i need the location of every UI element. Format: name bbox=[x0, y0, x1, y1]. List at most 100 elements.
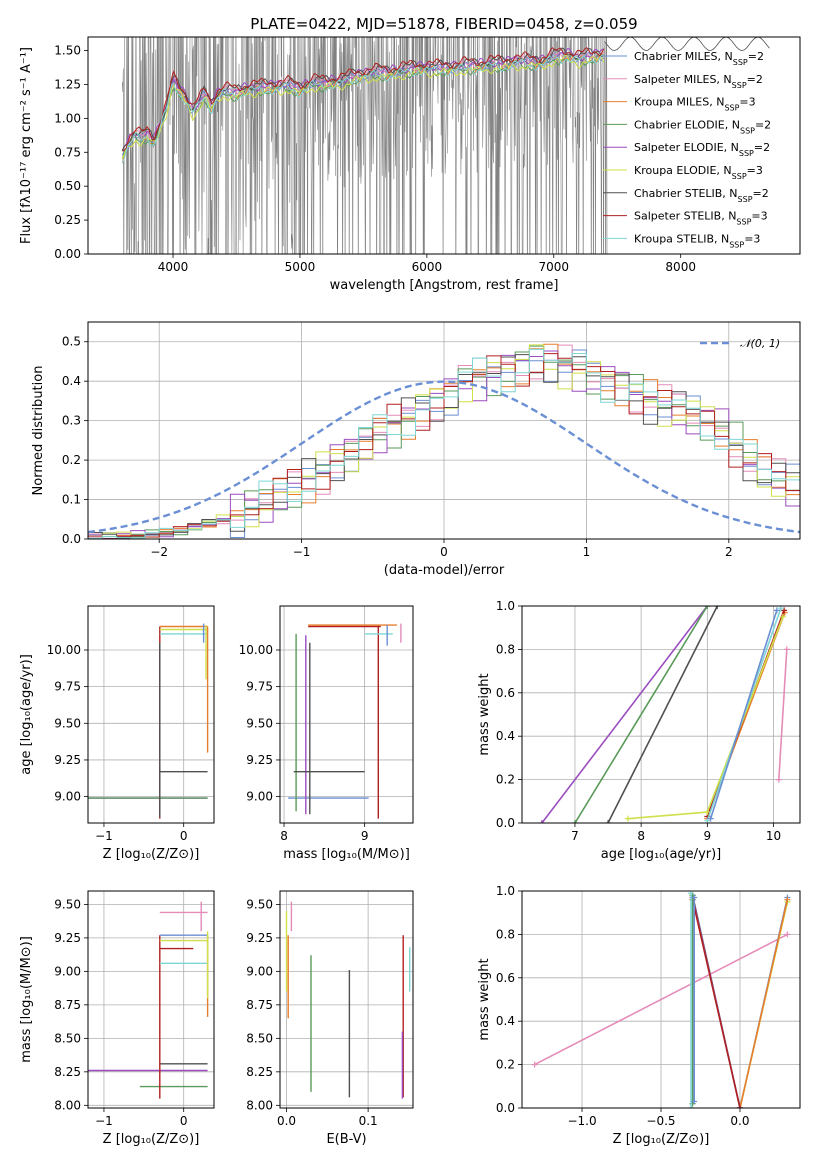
cumulative-weight-line bbox=[709, 610, 778, 819]
x-axis-label: mass [log₁₀(M/M⊙)] bbox=[283, 847, 410, 862]
axes: −1.0 −0.5 0.0 0.0 0.2 0.4 0.6 0.8 1.0 Z [log₁₀(Z/… bbox=[477, 884, 801, 1147]
y-tick-label: 0.25 bbox=[54, 213, 81, 227]
y-tick-label: 0.50 bbox=[54, 179, 81, 193]
y-tick-label: 8.50 bbox=[246, 1031, 273, 1045]
spectrum-panel: 4000 5000 6000 7000 8000 0.00 0.25 0.50 0.75 1.00… bbox=[19, 15, 801, 293]
legend-entry: Kroupa MILES, NSSP=3 bbox=[634, 96, 756, 113]
x-tick-label: 1 bbox=[583, 545, 591, 559]
legend-entry: Salpeter MILES, NSSP=2 bbox=[634, 73, 763, 90]
x-tick-label: −0.5 bbox=[646, 1114, 675, 1128]
residual-histogram bbox=[88, 348, 800, 539]
weight-marker bbox=[784, 896, 791, 903]
x-tick-label: 8000 bbox=[665, 260, 696, 274]
axes-frame bbox=[87, 605, 215, 824]
cumulative-weight-line bbox=[778, 649, 788, 780]
x-tick-label: 0.1 bbox=[359, 1114, 378, 1128]
weight-marker bbox=[688, 1105, 695, 1108]
y-tick-label: 0.1 bbox=[62, 493, 81, 507]
x-axis-label: Z [log₁₀(Z/Z⊙)] bbox=[103, 847, 200, 862]
grid bbox=[522, 891, 800, 1108]
legend-entry: Kroupa ELODIE, NSSP=3 bbox=[634, 164, 763, 181]
weight-marker bbox=[736, 1105, 743, 1108]
y-tick-label: 0.2 bbox=[496, 773, 515, 787]
y-tick-label: 9.50 bbox=[246, 897, 273, 911]
y-tick-label: 8.25 bbox=[246, 1065, 273, 1079]
y-tick-label: 8.50 bbox=[54, 1031, 81, 1045]
y-tick-label: 9.50 bbox=[54, 716, 81, 730]
plot-area bbox=[88, 891, 214, 1108]
weight-marker bbox=[571, 820, 578, 823]
weight-marker bbox=[775, 776, 782, 783]
y-tick-label: 9.00 bbox=[246, 964, 273, 978]
axes: −1 0 9.00 9.25 9.50 9.75 10.00 Z [log₁₀(Z/Z⊙)] a… bbox=[19, 605, 215, 862]
weight-marker bbox=[538, 820, 545, 823]
gaussian-curve bbox=[88, 380, 800, 534]
axes-frame bbox=[279, 605, 414, 824]
y-tick-label: 0.8 bbox=[496, 927, 515, 941]
x-tick-label: 9 bbox=[704, 829, 712, 843]
y-tick-label: 8.00 bbox=[246, 1098, 273, 1112]
x-tick-label: 7 bbox=[571, 829, 579, 843]
y-tick-label: 1.25 bbox=[54, 77, 81, 91]
x-tick-label: 4000 bbox=[158, 260, 189, 274]
x-tick-label: 8 bbox=[637, 829, 645, 843]
plot-area bbox=[121, 37, 770, 254]
age-vs-metallicity-panel: −1 0 9.00 9.25 9.50 9.75 10.00 Z [log₁₀(Z/Z⊙)] a… bbox=[19, 605, 215, 862]
x-axis-label: E(B-V) bbox=[326, 1132, 366, 1147]
observed-spectrum bbox=[122, 37, 608, 254]
weight-marker bbox=[531, 1061, 538, 1068]
legend-entry: Salpeter ELODIE, NSSP=2 bbox=[634, 141, 770, 158]
legend: 𝒩(0, 1) bbox=[700, 337, 780, 350]
plot-area bbox=[522, 891, 800, 1108]
y-axis-label: age [log₁₀(age/yr)] bbox=[19, 654, 34, 775]
cumulative-weight-line bbox=[534, 933, 788, 1066]
x-tick-label: 0.0 bbox=[277, 1114, 296, 1128]
axes-frame bbox=[521, 890, 801, 1109]
y-tick-label: 9.25 bbox=[246, 931, 273, 945]
cumulative-weight-line bbox=[607, 606, 719, 823]
mass-weight-vs-metallicity-panel: −1.0 −0.5 0.0 0.0 0.2 0.4 0.6 0.8 1.0 Z [log₁₀(Z/… bbox=[477, 884, 801, 1147]
x-axis-label: wavelength [Angstrom, rest frame] bbox=[330, 278, 559, 293]
axes-frame bbox=[87, 321, 801, 540]
legend-entry: Chabrier ELODIE, NSSP=2 bbox=[634, 118, 771, 135]
y-tick-label: 9.50 bbox=[246, 716, 273, 730]
axes: 0.0 0.1 8.00 8.25 8.50 8.75 9.00 9.25 9.50 E(B-V) bbox=[246, 890, 414, 1147]
plot-area bbox=[280, 891, 413, 1108]
x-tick-label: 6000 bbox=[412, 260, 443, 274]
y-axis-label: Normed distribution bbox=[31, 366, 46, 496]
x-tick-label: 0 bbox=[180, 829, 188, 843]
y-tick-label: 9.25 bbox=[54, 753, 81, 767]
y-tick-label: 0.0 bbox=[496, 816, 515, 830]
y-tick-label: 8.75 bbox=[246, 998, 273, 1012]
y-tick-label: 1.0 bbox=[496, 884, 515, 898]
model-line bbox=[122, 46, 605, 152]
mass-weight-vs-age-panel: 7 8 9 10 0.0 0.2 0.4 0.6 0.8 1.0 age [log₁₀(age/yr… bbox=[477, 599, 801, 862]
weight-marker bbox=[707, 815, 714, 822]
weight-marker bbox=[773, 607, 780, 614]
x-axis-label: Z [log₁₀(Z/Z⊙)] bbox=[613, 1132, 710, 1147]
y-tick-label: 0.4 bbox=[496, 729, 515, 743]
grid bbox=[280, 891, 413, 1108]
y-tick-label: 10.00 bbox=[239, 643, 273, 657]
y-tick-label: 0.6 bbox=[496, 971, 515, 985]
x-tick-label: 8 bbox=[280, 829, 288, 843]
y-tick-label: 10.00 bbox=[47, 643, 81, 657]
x-tick-label: 10 bbox=[766, 829, 781, 843]
cumulative-weight-line bbox=[691, 899, 741, 1108]
y-tick-label: 0.00 bbox=[54, 247, 81, 261]
x-tick-label: −1 bbox=[95, 1114, 113, 1128]
y-tick-label: 0.0 bbox=[496, 1101, 515, 1115]
axes: 4000 5000 6000 7000 8000 0.00 0.25 0.50 0.75 1.00… bbox=[19, 15, 801, 293]
axes-frame bbox=[521, 605, 801, 824]
mass-vs-metallicity-panel: −1 0 8.00 8.25 8.50 8.75 9.00 9.25 9.50 Z [log₁₀(… bbox=[19, 890, 215, 1147]
y-tick-label: 9.00 bbox=[54, 964, 81, 978]
y-tick-label: 0.0 bbox=[62, 532, 81, 546]
weight-marker bbox=[624, 815, 631, 822]
axes-frame bbox=[87, 36, 801, 255]
x-tick-label: 9 bbox=[361, 829, 369, 843]
x-tick-label: 5000 bbox=[285, 260, 316, 274]
x-tick-label: −1 bbox=[293, 545, 311, 559]
y-axis-label: mass weight bbox=[477, 958, 492, 1040]
grid bbox=[88, 606, 214, 823]
